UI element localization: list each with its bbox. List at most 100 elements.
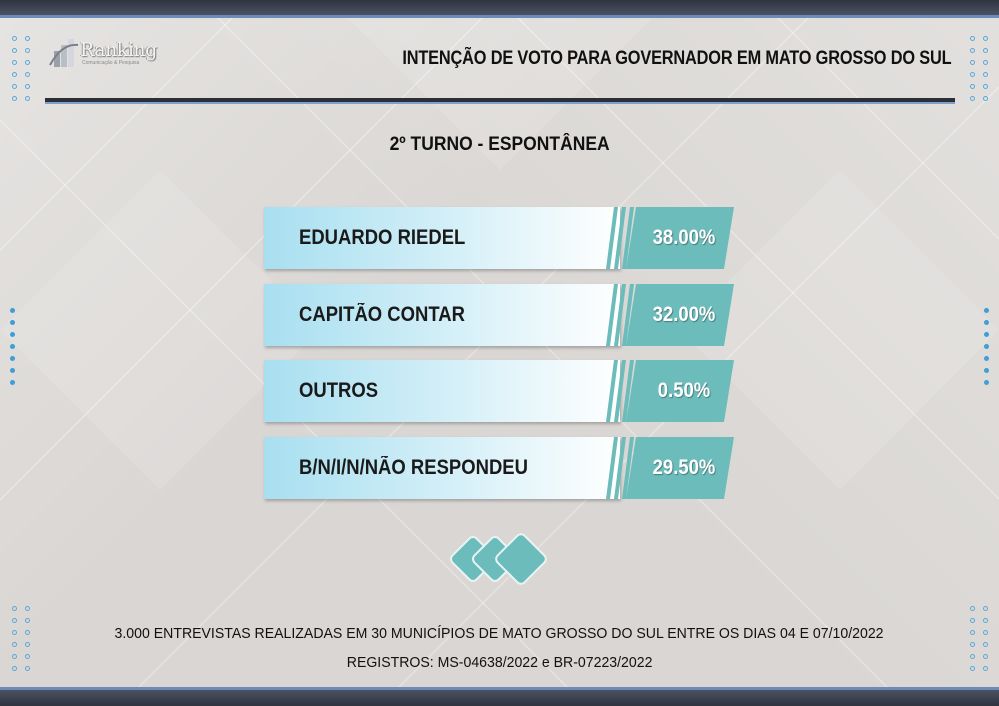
decorative-dot [983,606,988,611]
decorative-dot [983,60,988,65]
decorative-dot [25,618,30,623]
bar-value [626,437,734,499]
decorative-dot [983,666,988,671]
decorative-dot [970,642,975,647]
bar-value [626,284,734,346]
bar-background [264,360,620,422]
decorative-dot [10,368,15,373]
decorative-dot [984,356,989,361]
decorative-dot [25,606,30,611]
decorative-dot [970,618,975,623]
bar-stripes [606,284,634,346]
chart-subtitle: 2º TURNO - ESPONTÂNEA [0,134,999,156]
bar-category-label: EDUARDO RIEDEL [299,226,466,249]
bar-value-label: 0.50% [657,379,711,402]
bar-background [264,284,620,346]
footer-methodology: 3.000 ENTREVISTAS REALIZADAS EM 30 MUNIC… [0,625,999,642]
decorative-dot [10,344,15,349]
decorative-dot [983,72,988,77]
bar-stripes [606,437,634,499]
bar-value [626,207,734,269]
decorative-dot [10,308,15,313]
decorative-dot [12,48,17,53]
decorative-dot [12,666,17,671]
decorative-dot [12,36,17,41]
bar-row: OUTROS 0.50% [264,360,734,422]
bar-category-label: OUTROS [299,379,379,402]
decorative-dot [970,48,975,53]
decorative-dot [984,344,989,349]
footer-registrations-text: REGISTROS: MS-04638/2022 e BR-07223/2022 [346,654,653,671]
bar-row: EDUARDO RIEDEL 38.00% [264,207,734,269]
decorative-dot [25,36,30,41]
decorative-dot [983,618,988,623]
decorative-dot [983,84,988,89]
decorative-dot [25,84,30,89]
logo-mark-icon [49,39,79,67]
decorative-dot [983,642,988,647]
bar-category-label: B/N/I/N/NÃO RESPONDEU [299,456,528,479]
decorative-dot [12,84,17,89]
decorative-dot [25,642,30,647]
footer-methodology-text: 3.000 ENTREVISTAS REALIZADAS EM 30 MUNIC… [115,625,884,642]
decorative-dot [983,36,988,41]
top-bar [0,0,999,18]
decorative-dot [984,320,989,325]
decorative-dot [25,654,30,659]
ranking-logo: Ranking Comunicação & Pesquisa [48,37,168,71]
bar-stripes [606,360,634,422]
decorative-dot [970,84,975,89]
decorative-dot [25,72,30,77]
decorative-dot [12,60,17,65]
decorative-dot [983,630,988,635]
decorative-dot [970,630,975,635]
bar-row: B/N/I/N/NÃO RESPONDEU 29.50% [264,437,734,499]
decorative-dot [970,606,975,611]
decorative-dot [983,654,988,659]
bar-background [264,437,620,499]
bar-background [264,207,620,269]
decorative-dot [12,630,17,635]
decorative-dot [970,654,975,659]
bar-value-label: 29.50% [652,456,716,479]
chart-subtitle-text: 2º TURNO - ESPONTÂNEA [389,134,610,155]
decorative-dot [984,332,989,337]
decorative-dot [10,320,15,325]
bar-value-label: 32.00% [652,303,716,326]
page-title: INTENÇÃO DE VOTO PARA GOVERNADOR EM MATO… [401,48,951,69]
decorative-dot [12,654,17,659]
bar-stripes [606,207,634,269]
decorative-dot [10,380,15,385]
decorative-dot [12,642,17,647]
decorative-dot [970,72,975,77]
logo-subtext: Comunicação & Pesquisa [82,60,140,66]
decorative-dot [984,308,989,313]
decorative-dot [970,36,975,41]
header-divider [45,98,955,102]
decorative-dot [12,618,17,623]
decorative-dot [12,606,17,611]
decorative-dot [983,96,988,101]
decorative-dot [12,72,17,77]
footer-registrations: REGISTROS: MS-04638/2022 e BR-07223/2022 [0,654,999,671]
decorative-dot [970,60,975,65]
decorative-dot [25,666,30,671]
bottom-bar [0,687,999,706]
decorative-dot [10,332,15,337]
decorative-dot [984,380,989,385]
decorative-dot [970,666,975,671]
decorative-dot [25,60,30,65]
bar-value-label: 38.00% [652,226,716,249]
bar-row: CAPITÃO CONTAR 32.00% [264,284,734,346]
decorative-dot [10,356,15,361]
decorative-dot [970,96,975,101]
logo-text: Ranking [80,39,157,61]
decorative-dot [25,48,30,53]
bar-category-label: CAPITÃO CONTAR [299,303,465,326]
decorative-dot [25,630,30,635]
bar-value [626,360,734,422]
decorative-dot [984,368,989,373]
decorative-dot [983,48,988,53]
